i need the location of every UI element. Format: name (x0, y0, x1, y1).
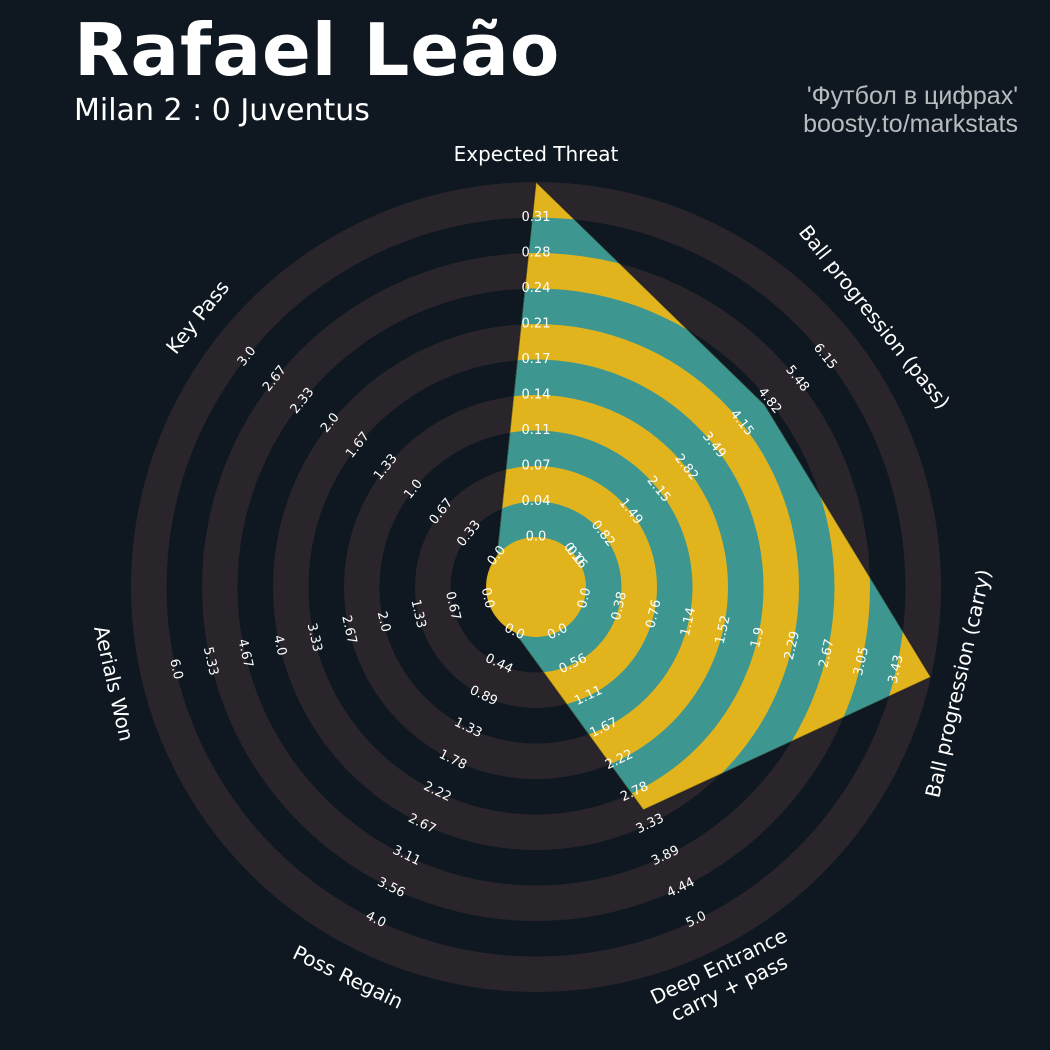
axis-label: Expected Threat (454, 142, 619, 166)
tick-label: 1.52 (713, 614, 734, 646)
center-disc (486, 537, 586, 637)
tick-label: 3.43 (886, 653, 907, 685)
axis-label-line: Expected Threat (454, 142, 619, 166)
tick-label: 0.04 (522, 494, 551, 509)
tick-label: 2.0 (374, 610, 393, 634)
match-score-subtitle: Milan 2 : 0 Juventus (74, 93, 370, 128)
tick-label: 2.67 (338, 614, 359, 646)
tick-label: 6.0 (166, 657, 185, 681)
tick-label: 5.33 (200, 646, 221, 678)
tick-label: 0.76 (643, 598, 664, 630)
tick-label: 0.0 (526, 530, 547, 545)
credit-block: 'Футбол в цифрах' boosty.to/markstats (803, 82, 1018, 138)
axis-label-line: Aerials Won (89, 623, 139, 743)
tick-label: 2.29 (782, 630, 803, 662)
tick-label: 0.31 (522, 210, 551, 225)
tick-label: 1.14 (678, 606, 699, 638)
tick-label: 4.0 (270, 634, 289, 658)
tick-label: 0.28 (522, 246, 551, 261)
tick-label: 3.33 (304, 622, 325, 654)
tick-label: 0.17 (522, 352, 551, 367)
tick-label: 0.0 (478, 586, 497, 610)
tick-label: 0.24 (522, 281, 551, 296)
tick-label: 3.05 (851, 646, 872, 678)
credit-name: 'Футбол в цифрах' (806, 82, 1018, 110)
tick-label: 2.67 (816, 638, 837, 670)
player-name-title: Rafael Leão (74, 8, 561, 92)
tick-label: 0.67 (442, 590, 463, 622)
tick-label: 0.21 (522, 317, 551, 332)
axis-label: Aerials Won (89, 623, 139, 743)
tick-label: 1.9 (748, 626, 767, 650)
tick-label: 0.38 (609, 590, 630, 622)
tick-label: 0.07 (522, 459, 551, 474)
tick-label: 0.0 (575, 586, 594, 610)
tick-label: 0.11 (522, 423, 551, 438)
tick-label: 4.67 (234, 638, 255, 670)
tick-label: 0.14 (522, 388, 551, 403)
credit-url: boosty.to/markstats (803, 110, 1018, 138)
tick-label: 1.33 (407, 598, 428, 630)
